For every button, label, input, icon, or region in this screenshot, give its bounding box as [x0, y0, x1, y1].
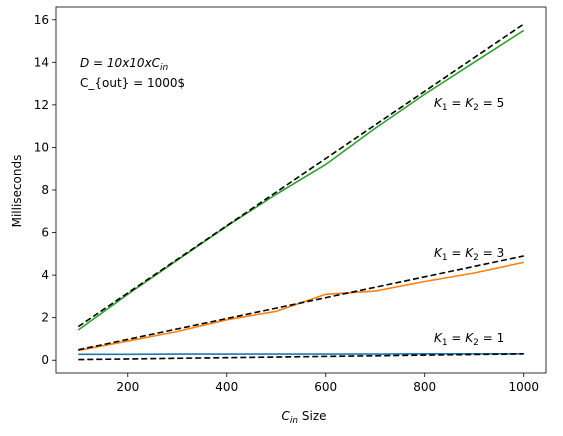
- annotation-c-out: C_{out} = 1000$: [80, 76, 185, 90]
- y-tick-label: 12: [34, 98, 49, 112]
- x-tick-label: 600: [314, 380, 337, 394]
- annotation-k3: K1 = K2 = 3: [434, 246, 504, 263]
- tick-layer: 200 400 600 800 1000 0 2 4 6 8 10 12 14 16: [34, 13, 539, 394]
- x-tick-label: 1000: [508, 380, 539, 394]
- series-line-4: [77, 29, 525, 331]
- dashed-fit-line-3: [78, 255, 524, 351]
- plot-frame: [55, 6, 547, 374]
- x-axis-label: Cin Size: [281, 409, 326, 426]
- y-tick-label: 0: [41, 353, 49, 367]
- y-tick-label: 10: [34, 140, 49, 154]
- y-axis-label: Milliseconds: [10, 155, 24, 228]
- x-tick-label: 200: [116, 380, 139, 394]
- x-tick-label: 800: [413, 380, 436, 394]
- y-tick-label: 2: [41, 311, 49, 325]
- dashed-fit-line-1: [78, 353, 524, 361]
- x-tick-label: 400: [215, 380, 238, 394]
- annotation-k1: K1 = K2 = 1: [434, 331, 504, 348]
- series-layer: [77, 23, 525, 361]
- y-tick-label: 8: [41, 183, 49, 197]
- annotation-k5: K1 = K2 = 5: [434, 96, 504, 113]
- y-tick-label: 16: [34, 13, 49, 27]
- annotation-d-dimension: D = 10x10xCin: [80, 56, 169, 73]
- y-tick-label: 4: [41, 268, 49, 282]
- y-tick-label: 14: [34, 55, 49, 69]
- y-tick-label: 6: [41, 226, 49, 240]
